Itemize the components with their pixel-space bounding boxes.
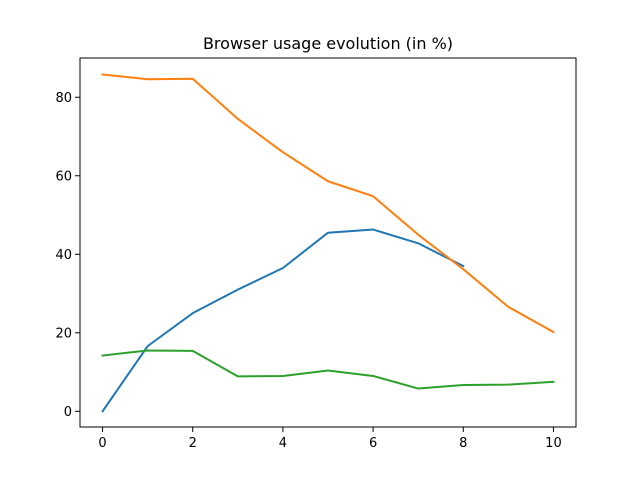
x-tick-label: 6 (369, 436, 377, 451)
series-layer (101, 73, 555, 413)
y-tick-label: 60 (55, 169, 72, 184)
y-tick-label: 0 (64, 405, 72, 420)
y-tick-label: 20 (55, 326, 72, 341)
series-line-3 (101, 349, 555, 390)
y-tick-label: 80 (55, 91, 72, 106)
series-line-1 (101, 228, 465, 413)
series-line-2 (101, 73, 555, 334)
x-tick-label: 4 (279, 436, 287, 451)
x-tick-label: 0 (98, 436, 106, 451)
y-tick-label: 40 (55, 248, 72, 263)
tick-layer: 0 2 4 6 8 10 0 20 40 60 80 (55, 91, 561, 451)
plot-frame (79, 57, 577, 428)
x-tick-label: 10 (545, 436, 562, 451)
chart-title: Browser usage evolution (in %) (203, 34, 453, 53)
x-tick-label: 2 (189, 436, 197, 451)
x-tick-label: 8 (459, 436, 467, 451)
